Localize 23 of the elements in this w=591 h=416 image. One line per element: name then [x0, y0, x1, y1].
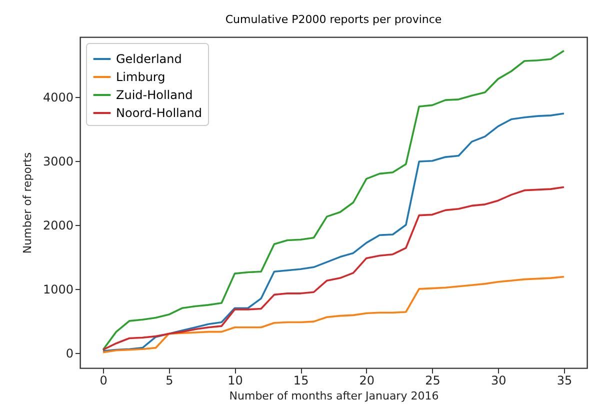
y-tick-label: 1000 — [42, 282, 74, 296]
x-tick-label: 10 — [228, 374, 243, 388]
x-tick-label: 25 — [425, 374, 440, 388]
line-series — [102, 186, 565, 351]
x-tick-label: 0 — [100, 374, 108, 388]
legend-label: Gelderland — [116, 52, 182, 66]
x-axis-title: Number of months after January 2016 — [229, 390, 439, 402]
legend-label: Limburg — [116, 70, 166, 84]
y-tick-label: 0 — [66, 346, 74, 360]
line-series — [102, 50, 565, 351]
x-tick-label: 5 — [166, 374, 174, 388]
y-tick-label: 4000 — [42, 90, 74, 104]
x-tick-label: 35 — [556, 374, 572, 388]
y-axis-title: Number of reports — [20, 152, 34, 254]
x-tick-label: 30 — [490, 374, 506, 388]
legend-label: Zuid-Holland — [116, 88, 193, 102]
legend-label: Noord-Holland — [116, 106, 202, 120]
y-tick-label: 2000 — [42, 218, 74, 232]
chart-title: Cumulative P2000 reports per province — [225, 13, 442, 26]
line-series — [102, 276, 565, 354]
y-tick-label: 3000 — [42, 154, 74, 168]
x-tick-label: 15 — [293, 374, 309, 388]
x-tick-label: 20 — [359, 374, 375, 388]
